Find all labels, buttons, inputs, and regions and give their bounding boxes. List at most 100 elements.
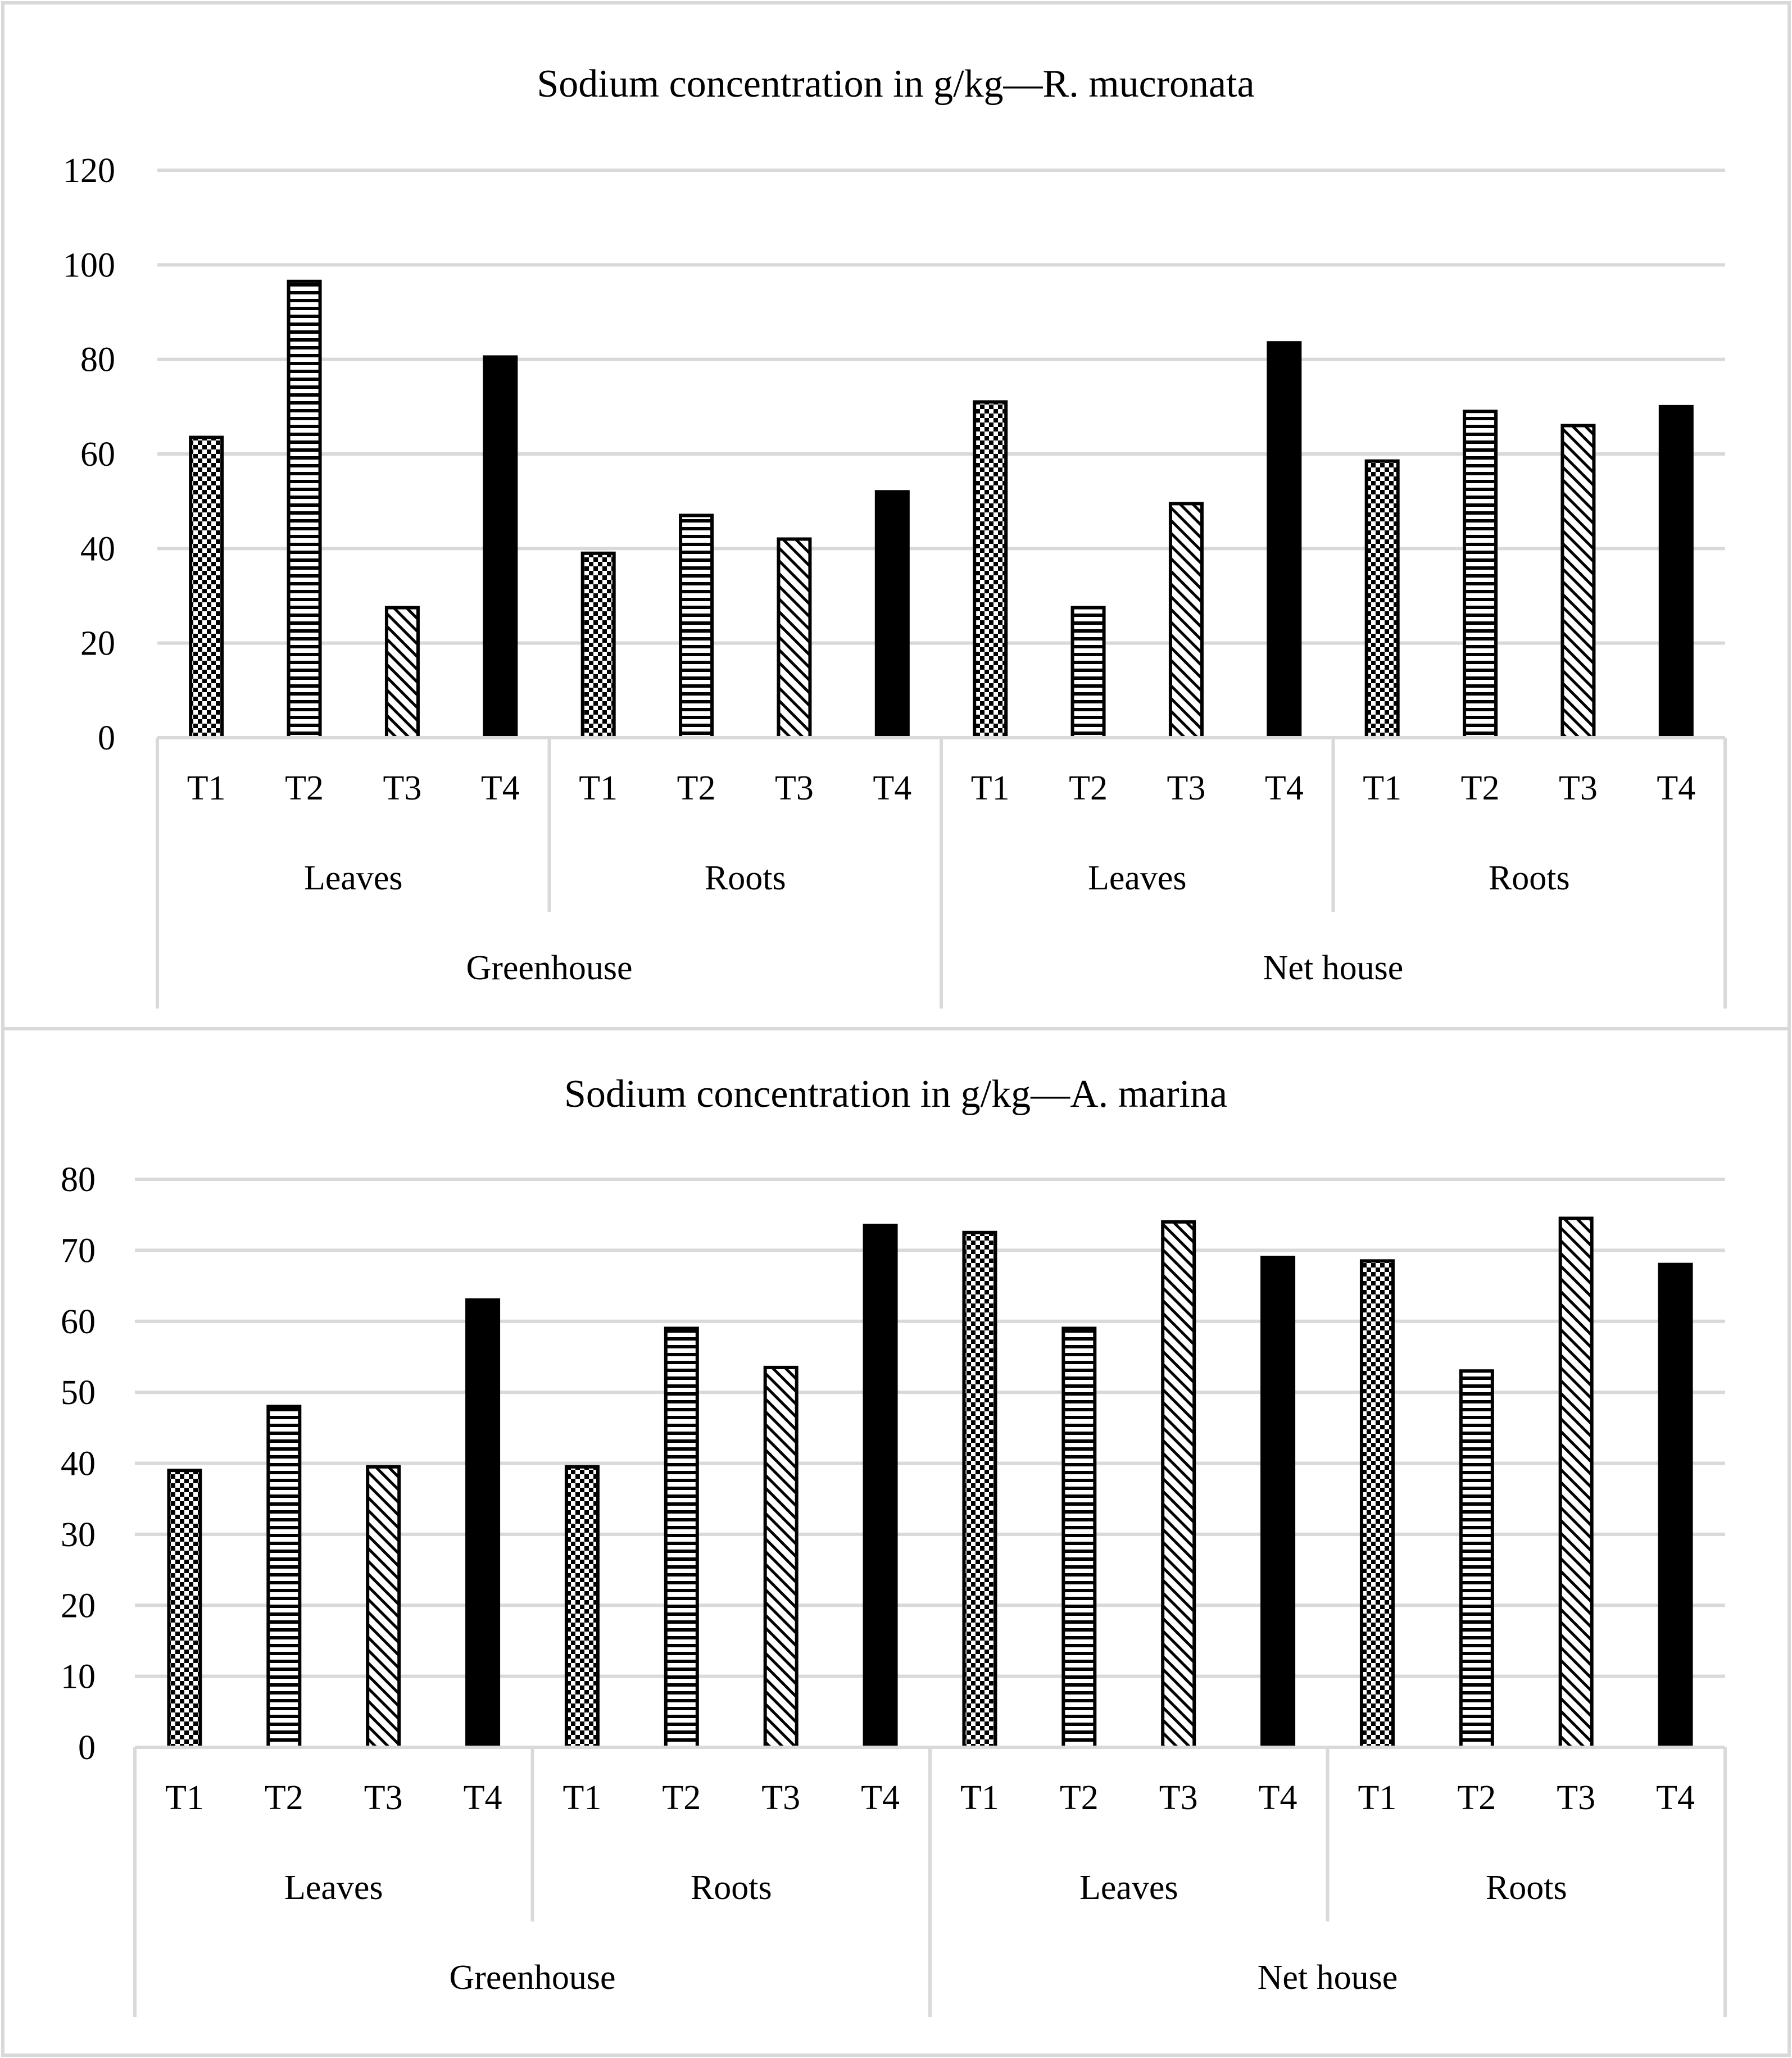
bar-t4 [483,355,518,739]
bar-t4 [863,1224,898,1750]
x-tick-label: T2 [677,769,716,807]
x-tick-label: T1 [960,1779,999,1817]
tissue-group-label: Roots [705,859,786,897]
chart-title: Sodium concentration in g/kg—R. mucronat… [537,62,1254,106]
x-tick-label: T4 [1259,1779,1298,1817]
x-tick-label: T4 [464,1779,502,1817]
bar-t4 [1658,405,1694,739]
x-tick-label: T3 [1559,769,1598,807]
bar-t2 [266,1405,302,1749]
x-tick-label: T2 [1457,1779,1496,1817]
y-tick-label: 0 [98,719,115,757]
x-tick-label: T1 [563,1779,602,1817]
location-group-label: Greenhouse [466,949,632,987]
tissue-group-label: Leaves [1088,859,1187,897]
bar-t2 [679,514,714,740]
x-tick-label: T4 [481,769,520,807]
bar-t2 [1463,410,1498,739]
y-tick-label: 80 [80,341,115,379]
bar-t1 [564,1465,600,1750]
x-tick-label: T4 [1656,1779,1695,1817]
x-tick-label: T1 [1358,1779,1397,1817]
x-axis [133,1746,1727,2017]
x-tick-label: T4 [1265,769,1304,807]
x-axis [156,736,1727,1008]
x-tick-label: T3 [364,1779,403,1817]
y-tick-label: 120 [63,152,115,190]
bar-t4 [465,1298,501,1749]
y-tick-label: 60 [61,1303,96,1341]
x-tick-label: T3 [1159,1779,1198,1817]
bar-t2 [1459,1369,1494,1749]
x-tick-label: T3 [775,769,814,807]
x-tick-label: T3 [761,1779,800,1817]
x-tick-label: T2 [1461,769,1500,807]
y-tick-label: 40 [61,1445,96,1483]
bar-t3 [777,537,812,739]
tissue-group-label: Roots [1489,859,1570,897]
x-axis-labels: T1 T2 T3 T4 T1 T2 T3 T4 T1 T2 T3 T4 T1 T2 T3 T4 Leaves Ro… [165,1779,1695,1997]
location-group-label: Greenhouse [449,1959,615,1997]
bar-t3 [366,1465,401,1750]
bar-t4 [1260,1256,1296,1749]
bar-t3 [1168,502,1204,739]
tissue-group-label: Roots [691,1869,772,1907]
bar-t1 [189,435,224,739]
x-tick-label: T2 [285,769,324,807]
x-tick-label: T1 [971,769,1010,807]
x-tick-label: T1 [165,1779,204,1817]
bar-t2 [1070,606,1106,739]
x-axis-labels: T1 T2 T3 T4 T1 T2 T3 T4 T1 T2 T3 T4 T1 T2 T3 T4 Leaves Ro… [187,769,1696,987]
tissue-group-label: Leaves [284,1869,383,1907]
bar-t3 [1558,1216,1594,1750]
bars [189,279,1694,740]
chart-title: Sodium concentration in g/kg—A. marina [564,1073,1227,1116]
y-tick-label: 40 [80,530,115,568]
x-tick-label: T4 [873,769,911,807]
chart-r-mucronata: Sodium concentration in g/kg—R. mucronat… [63,62,1727,1008]
y-tick-label: 10 [61,1658,96,1696]
x-tick-label: T1 [1363,769,1401,807]
x-tick-label: T2 [265,1779,303,1817]
y-tick-label: 100 [63,246,115,284]
y-tick-label: 0 [78,1729,96,1767]
bar-t3 [384,606,420,739]
x-tick-label: T4 [1657,769,1695,807]
bar-t3 [1560,424,1596,739]
x-tick-label: T3 [1167,769,1206,807]
bar-t3 [1161,1220,1196,1749]
tissue-group-label: Leaves [1079,1869,1178,1907]
y-axis-ticks: 0 10 20 30 40 50 60 70 80 [61,1161,96,1767]
x-tick-label: T1 [187,769,226,807]
bar-t1 [167,1469,202,1749]
panel-frame-2 [1,1027,1791,2057]
y-tick-label: 80 [61,1161,96,1199]
x-tick-label: T2 [1069,769,1108,807]
location-group-label: Net house [1263,949,1404,987]
bar-t2 [664,1326,699,1749]
bar-t4 [874,490,910,739]
x-tick-label: T3 [383,769,422,807]
tissue-group-label: Leaves [304,859,403,897]
y-tick-label: 70 [61,1232,96,1270]
bar-t1 [962,1230,997,1749]
y-tick-label: 30 [61,1516,96,1554]
bars [167,1216,1693,1750]
tissue-group-label: Roots [1486,1869,1567,1907]
bar-t1 [973,400,1008,739]
y-tick-label: 50 [61,1374,96,1412]
x-tick-label: T2 [662,1779,701,1817]
y-tick-label: 20 [80,625,115,663]
x-tick-label: T4 [861,1779,900,1817]
chart-a-marina: Sodium concentration in g/kg—A. marina 0… [61,1073,1727,2017]
location-group-label: Net house [1258,1959,1398,1997]
bar-t1 [1359,1259,1395,1750]
x-tick-label: T2 [1060,1779,1099,1817]
bar-t1 [580,551,616,739]
y-tick-label: 60 [80,435,115,474]
bar-t4 [1267,341,1302,739]
bar-t1 [1364,459,1400,739]
x-tick-label: T3 [1557,1779,1595,1817]
y-axis-ticks: 0 20 40 60 80 100 120 [63,152,115,757]
